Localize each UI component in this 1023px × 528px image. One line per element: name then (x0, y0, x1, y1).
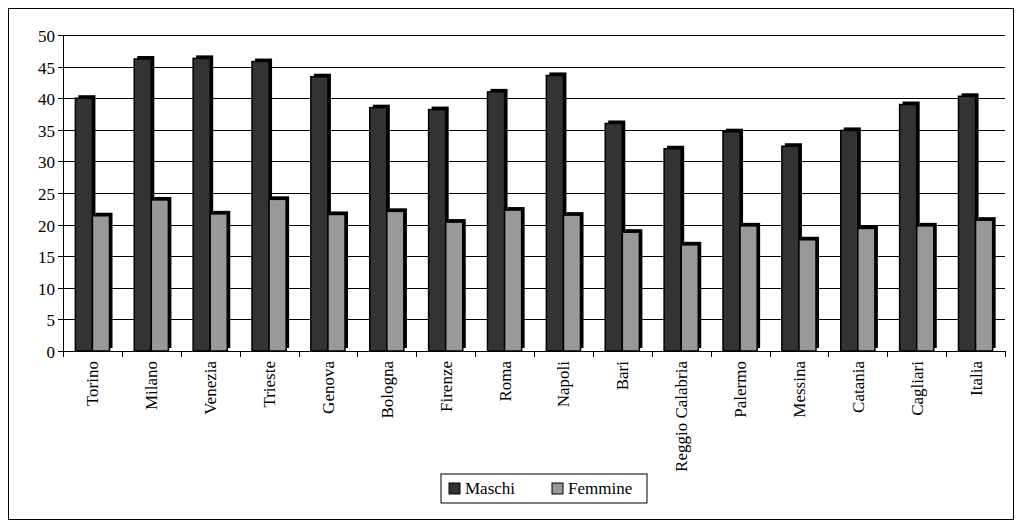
bar (505, 210, 522, 351)
y-tick-label: 40 (38, 90, 55, 109)
y-tick (58, 225, 63, 226)
x-tick (593, 351, 594, 357)
bar (370, 108, 387, 351)
bar (858, 228, 875, 351)
bar (723, 132, 740, 351)
y-axis (63, 35, 64, 351)
x-tick-label: Bari (613, 361, 632, 391)
bar (487, 92, 504, 351)
bar (193, 58, 210, 351)
legend-label: Femmine (568, 479, 632, 498)
x-tick-label: Milano (142, 361, 161, 410)
y-tick-label: 30 (38, 153, 55, 172)
x-tick (122, 351, 123, 357)
y-tick-label: 45 (38, 59, 55, 78)
y-tick (58, 351, 63, 352)
chart-border (9, 9, 1014, 520)
legend: Maschi Femmine (441, 474, 647, 503)
bar (841, 130, 858, 351)
bar (311, 77, 328, 351)
x-tick-label: Firenze (437, 361, 456, 412)
bar (269, 199, 286, 351)
y-tick (58, 98, 63, 99)
y-tick-label: 35 (38, 122, 55, 141)
legend-label: Maschi (465, 479, 515, 498)
x-tick-label: Palermo (731, 361, 750, 418)
x-tick (770, 351, 771, 357)
bar (134, 59, 151, 351)
bar (429, 110, 446, 351)
x-tick-label: Catania (849, 361, 868, 413)
x-tick (63, 351, 64, 357)
legend-swatch (552, 483, 563, 494)
grid-line (63, 35, 1005, 36)
y-tick (58, 193, 63, 194)
y-tick-label: 50 (38, 27, 55, 46)
x-tick-label: Genova (319, 361, 338, 414)
y-tick (58, 67, 63, 68)
y-tick-label: 15 (38, 248, 55, 267)
y-tick-label: 25 (38, 185, 55, 204)
x-tick-label: Italia (967, 361, 986, 396)
bar (328, 214, 345, 351)
y-tick (58, 256, 63, 257)
legend-swatch (449, 483, 460, 494)
y-tick-label: 5 (47, 311, 56, 330)
bar (387, 211, 404, 351)
x-tick (652, 351, 653, 357)
y-tick (58, 35, 63, 36)
bar (900, 105, 917, 351)
bar (75, 98, 92, 351)
x-tick (181, 351, 182, 357)
x-tick (1005, 351, 1006, 357)
x-tick (828, 351, 829, 357)
x-tick-label: Trieste (260, 361, 279, 408)
bar (958, 96, 975, 351)
x-tick (534, 351, 535, 357)
x-tick-label: Torino (83, 361, 102, 406)
bar (605, 123, 622, 351)
x-tick (887, 351, 888, 357)
x-tick (299, 351, 300, 357)
bar (446, 222, 463, 351)
bar (252, 62, 269, 351)
y-tick-label: 10 (38, 280, 55, 299)
bar (210, 214, 227, 351)
x-tick (416, 351, 417, 357)
x-tick-label: Napoli (554, 361, 573, 408)
chart: 0 5 10 15 20 25 30 35 40 45 50 Torino Milano Venezia T… (0, 0, 1023, 528)
bar (917, 226, 934, 351)
y-tick (58, 288, 63, 289)
bar (782, 146, 799, 351)
x-tick (711, 351, 712, 357)
bar (740, 226, 757, 351)
bars (75, 55, 995, 351)
x-tick-label: Reggio Calabria (672, 361, 691, 472)
x-tick (357, 351, 358, 357)
x-tick-label: Messina (790, 361, 809, 418)
bar (664, 149, 681, 351)
x-tick (946, 351, 947, 357)
bar (622, 232, 639, 351)
bar (681, 245, 698, 351)
y-tick (58, 130, 63, 131)
y-tick (58, 319, 63, 320)
y-tick (58, 161, 63, 162)
bar (92, 216, 109, 351)
bar (976, 220, 993, 351)
y-tick-label: 0 (47, 343, 56, 362)
bar (563, 215, 580, 351)
x-tick-label: Roma (496, 361, 515, 402)
x-tick-label: Bologna (378, 361, 397, 419)
y-tick-label: 20 (38, 217, 55, 236)
x-tick (240, 351, 241, 357)
bar (151, 200, 168, 351)
x-tick-label: Venezia (201, 361, 220, 415)
bar (799, 240, 816, 351)
x-tick-label: Cagliari (908, 361, 927, 416)
legend-box (441, 474, 647, 503)
bar (546, 75, 563, 351)
x-tick (475, 351, 476, 357)
